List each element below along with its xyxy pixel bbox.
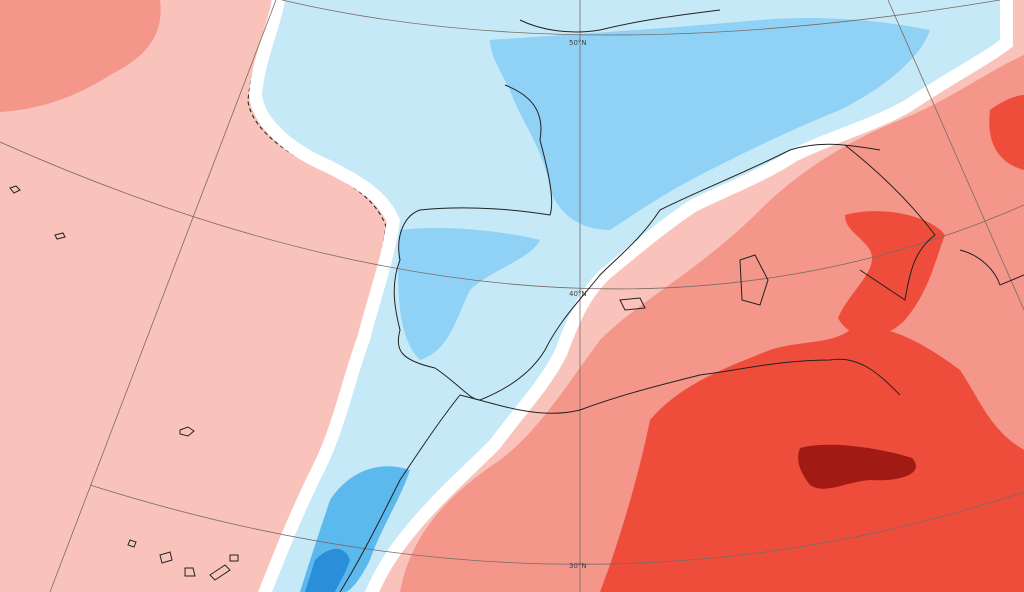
latitude-label: 50°N bbox=[569, 39, 587, 47]
coastline bbox=[519, 9, 721, 33]
coastline bbox=[844, 144, 936, 301]
coastline bbox=[459, 358, 901, 414]
latitude-labels: 50°N 40°N 30°N bbox=[569, 39, 587, 570]
cold-anomaly bbox=[247, 0, 1013, 592]
latitude-line bbox=[89, 484, 1024, 565]
latitude-label: 30°N bbox=[569, 562, 587, 570]
islands bbox=[9, 185, 195, 437]
anomaly-area bbox=[262, 0, 1000, 592]
coastline bbox=[619, 297, 646, 311]
anomaly-area bbox=[398, 228, 540, 360]
coastline bbox=[739, 254, 769, 306]
latitude-label: 40°N bbox=[569, 290, 587, 298]
longitude-line bbox=[49, 0, 277, 592]
coastline bbox=[959, 249, 1024, 286]
coastlines bbox=[9, 9, 1024, 592]
anomaly-area bbox=[490, 18, 930, 230]
coastline bbox=[393, 84, 881, 401]
coastline bbox=[339, 394, 461, 592]
anomaly-area bbox=[0, 0, 161, 112]
anomaly-area bbox=[305, 548, 350, 592]
anomaly-area bbox=[989, 95, 1024, 170]
anomaly-area bbox=[798, 444, 916, 489]
anomaly-area bbox=[838, 211, 945, 337]
islands bbox=[127, 539, 239, 581]
latitude-line bbox=[0, 141, 1024, 290]
latitude-line bbox=[281, 0, 1001, 36]
longitude-line bbox=[887, 0, 1024, 311]
